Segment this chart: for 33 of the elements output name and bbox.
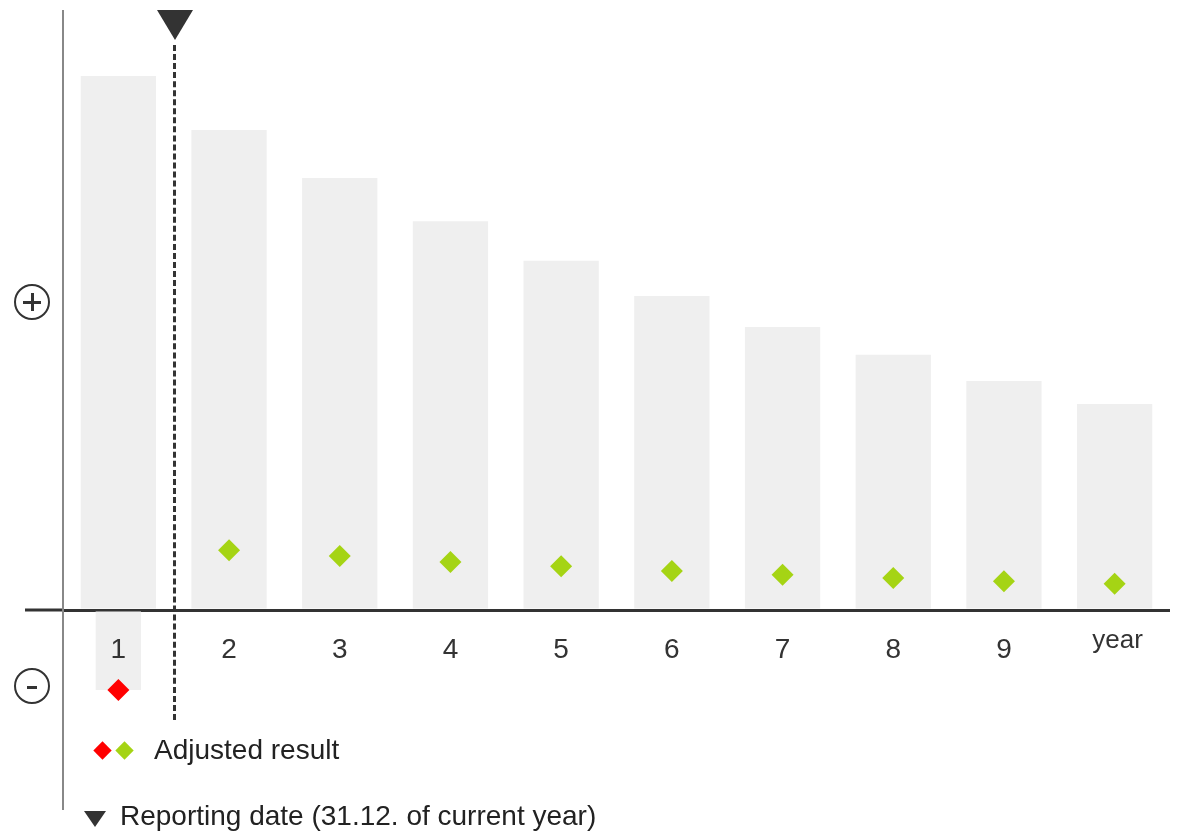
- x-tick-label: 3: [331, 632, 348, 664]
- point: [550, 555, 573, 578]
- bar: [302, 178, 378, 609]
- text: Reporting date (31.12. of current year): [120, 800, 597, 832]
- bar: [523, 260, 599, 609]
- point: [328, 545, 351, 568]
- x-tick-label: 1: [110, 632, 127, 664]
- point: [218, 539, 241, 562]
- x-tick-label: 9: [996, 632, 1012, 664]
- point: [1103, 572, 1126, 595]
- bar: [95, 611, 142, 691]
- x-tick-label: 7: [774, 632, 791, 664]
- x-tick-label: 2: [221, 632, 237, 664]
- point: [439, 550, 462, 573]
- bar: [191, 130, 267, 609]
- x-tick-label: 4: [442, 632, 459, 664]
- point: [107, 679, 130, 702]
- bar: [966, 380, 1042, 609]
- bar: [744, 327, 821, 609]
- bar: [1077, 403, 1153, 609]
- point: [992, 570, 1015, 593]
- bar: [80, 76, 156, 609]
- bar: [634, 296, 710, 609]
- bar: [412, 221, 489, 609]
- x-tick-label: 6: [664, 632, 680, 664]
- point: [660, 560, 683, 583]
- point: [882, 566, 905, 589]
- x-axis-title: year: [1092, 624, 1144, 655]
- x-tick-label: 5: [553, 632, 569, 664]
- legend-label: Adjusted result: [154, 734, 340, 766]
- bar: [855, 354, 931, 609]
- point: [771, 563, 794, 586]
- x-tick-label: 8: [885, 632, 902, 664]
